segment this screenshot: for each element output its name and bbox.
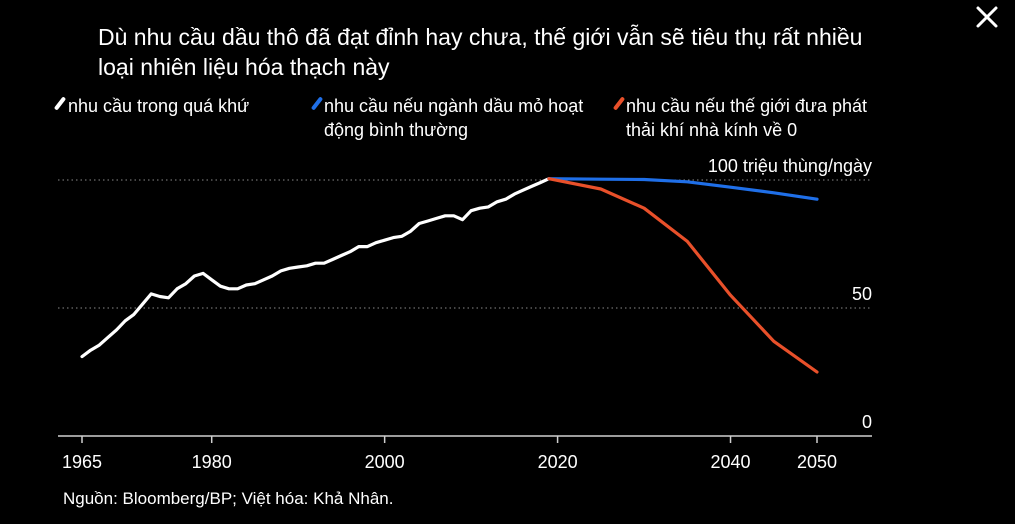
series-line-net-zero: [547, 177, 819, 374]
series-line-past: [80, 177, 551, 359]
y-tick-label-100: 100 triệu thùng/ngày: [708, 156, 872, 176]
legend-label-net-zero: nhu cầu nếu thế giới đưa phát thải khí n…: [626, 96, 868, 140]
chart-title: Dù nhu cầu dầu thô đã đạt đỉnh hay chưa,…: [98, 24, 863, 80]
series-line-business-as-usual: [547, 177, 819, 201]
x-tick-label-1980: 1980: [192, 452, 232, 472]
legend-label-past: nhu cầu trong quá khứ: [68, 96, 250, 116]
x-tick-label-2040: 2040: [711, 452, 751, 472]
close-icon[interactable]: [974, 4, 1000, 30]
y-tick-label-50: 50: [852, 284, 872, 304]
y-tick-label-0: 0: [862, 412, 872, 432]
legend-label-business-as-usual: nhu cầu nếu ngành dầu mỏ hoạt động bình …: [324, 96, 584, 140]
x-tick-label-2000: 2000: [365, 452, 405, 472]
source-note: Nguồn: Bloomberg/BP; Việt hóa: Khả Nhân.: [63, 489, 394, 508]
x-tick-label-2020: 2020: [538, 452, 578, 472]
x-tick-label-1965: 1965: [62, 452, 102, 472]
x-tick-label-2050: 2050: [797, 452, 837, 472]
